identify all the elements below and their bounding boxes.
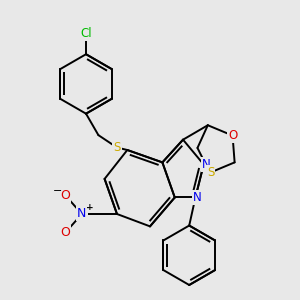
Text: +: + bbox=[85, 203, 93, 212]
Text: O: O bbox=[228, 129, 237, 142]
Text: N: N bbox=[202, 158, 211, 171]
Text: S: S bbox=[207, 166, 214, 179]
Text: S: S bbox=[113, 141, 121, 154]
Text: Cl: Cl bbox=[80, 27, 92, 40]
Text: N: N bbox=[193, 191, 202, 204]
Text: N: N bbox=[77, 208, 87, 220]
Text: O: O bbox=[60, 189, 70, 202]
Text: O: O bbox=[60, 226, 70, 239]
Text: −: − bbox=[53, 186, 63, 196]
